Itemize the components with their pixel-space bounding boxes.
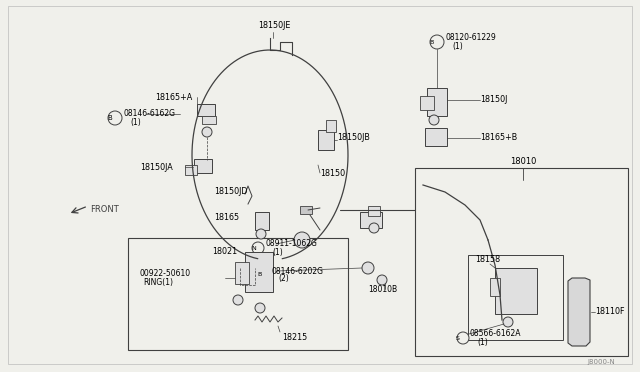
- Bar: [128, 238, 348, 350]
- Circle shape: [256, 229, 266, 239]
- Text: B: B: [430, 39, 434, 45]
- Text: 18158: 18158: [475, 256, 500, 264]
- Circle shape: [258, 269, 270, 281]
- Bar: [197, 104, 215, 116]
- Bar: [490, 278, 500, 296]
- Bar: [495, 268, 537, 314]
- Bar: [185, 165, 197, 175]
- Circle shape: [255, 303, 265, 313]
- Bar: [360, 212, 382, 228]
- Text: J8000-N: J8000-N: [588, 359, 615, 365]
- Text: 18021: 18021: [212, 247, 237, 257]
- Bar: [368, 206, 380, 216]
- Bar: [318, 130, 334, 150]
- Text: (1): (1): [477, 337, 488, 346]
- Text: 18150JB: 18150JB: [337, 134, 370, 142]
- Circle shape: [430, 35, 444, 49]
- Text: 08120-61229: 08120-61229: [445, 33, 496, 42]
- Circle shape: [362, 262, 374, 274]
- Circle shape: [429, 115, 439, 125]
- Text: 18010B: 18010B: [368, 285, 397, 294]
- Text: 18150JE: 18150JE: [258, 22, 291, 31]
- Polygon shape: [568, 278, 590, 346]
- Bar: [326, 120, 336, 132]
- Text: RING(1): RING(1): [143, 278, 173, 286]
- Bar: [427, 88, 447, 116]
- Text: 18150JD: 18150JD: [214, 187, 248, 196]
- Circle shape: [294, 232, 310, 248]
- Text: 08146-6162G: 08146-6162G: [123, 109, 175, 119]
- Text: (1): (1): [130, 118, 141, 126]
- Circle shape: [503, 317, 513, 327]
- Text: B: B: [258, 273, 262, 278]
- Bar: [245, 252, 273, 292]
- Bar: [255, 212, 269, 230]
- Bar: [425, 128, 447, 146]
- Circle shape: [457, 332, 469, 344]
- Text: FRONT: FRONT: [90, 205, 119, 215]
- Circle shape: [369, 223, 379, 233]
- Text: 18150: 18150: [320, 169, 345, 177]
- Text: 00922-50610: 00922-50610: [140, 269, 191, 279]
- Text: 18010: 18010: [510, 157, 536, 167]
- Text: S: S: [456, 336, 460, 340]
- Text: 08911-1062G: 08911-1062G: [265, 240, 317, 248]
- Bar: [468, 255, 563, 340]
- Text: 18215: 18215: [282, 334, 307, 343]
- Bar: [415, 168, 628, 356]
- Text: (2): (2): [278, 275, 289, 283]
- Text: 08146-6202G: 08146-6202G: [271, 266, 323, 276]
- Text: 08566-6162A: 08566-6162A: [470, 330, 522, 339]
- Bar: [300, 206, 312, 214]
- Circle shape: [233, 295, 243, 305]
- Text: (1): (1): [272, 247, 283, 257]
- Text: 18150J: 18150J: [480, 96, 508, 105]
- Text: 18165: 18165: [214, 214, 239, 222]
- Circle shape: [252, 242, 264, 254]
- Bar: [420, 96, 434, 110]
- Circle shape: [202, 127, 212, 137]
- Bar: [194, 159, 212, 173]
- Text: 18110F: 18110F: [595, 308, 625, 317]
- Text: 18150JA: 18150JA: [140, 163, 173, 171]
- Bar: [235, 262, 249, 284]
- Text: B: B: [108, 115, 113, 121]
- Text: (1): (1): [452, 42, 463, 51]
- Circle shape: [108, 111, 122, 125]
- Circle shape: [377, 275, 387, 285]
- Text: 18165+B: 18165+B: [480, 134, 517, 142]
- Text: 18165+A: 18165+A: [155, 93, 192, 102]
- Text: N: N: [252, 246, 257, 250]
- Bar: [202, 116, 216, 124]
